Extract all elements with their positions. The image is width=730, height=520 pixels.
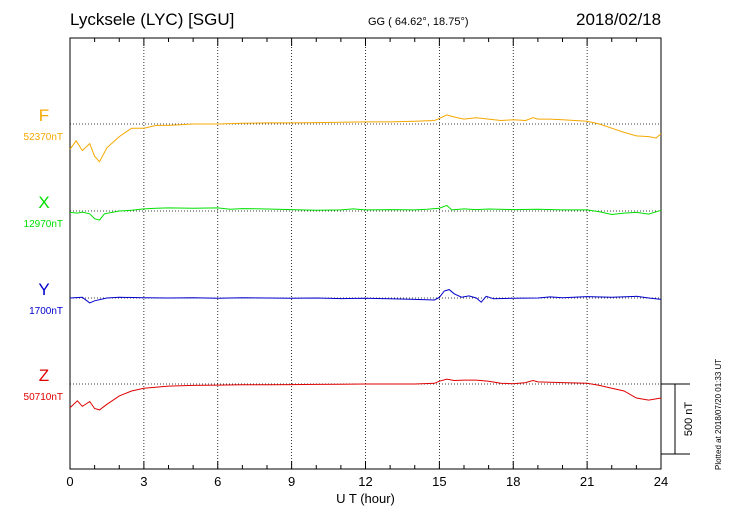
series-line-z bbox=[69, 378, 662, 411]
x-tick-label: 0 bbox=[66, 474, 73, 489]
series-name-x: X bbox=[38, 193, 49, 212]
series-name-z: Z bbox=[39, 366, 49, 385]
x-tick-label: 24 bbox=[654, 474, 668, 489]
x-tick-label: 9 bbox=[288, 474, 295, 489]
series-name-f: F bbox=[39, 106, 49, 125]
series-baseline-label-y: 1700nT bbox=[29, 306, 63, 317]
x-tick-label: 18 bbox=[506, 474, 520, 489]
geographic-coordinates: GG ( 64.62°, 18.75°) bbox=[368, 16, 469, 28]
series-baseline-label-z: 50710nT bbox=[24, 392, 63, 403]
series-baseline-label-x: 12970nT bbox=[24, 219, 63, 230]
station-title: Lycksele (LYC) [SGU] bbox=[70, 10, 235, 29]
x-tick-label: 12 bbox=[358, 474, 372, 489]
series-line-y bbox=[69, 289, 662, 304]
plot-date: 2018/02/18 bbox=[576, 10, 662, 29]
series-baseline-label-f: 52370nT bbox=[24, 132, 63, 143]
x-axis-label: U T (hour) bbox=[336, 491, 395, 506]
scale-bar-label: 500 nT bbox=[683, 402, 695, 437]
series-line-x bbox=[69, 204, 662, 221]
x-tick-label: 15 bbox=[432, 474, 446, 489]
x-tick-label: 6 bbox=[214, 474, 221, 489]
x-tick-label: 3 bbox=[140, 474, 147, 489]
series-name-y: Y bbox=[38, 280, 49, 299]
x-tick-label: 21 bbox=[580, 474, 594, 489]
series-line-f bbox=[69, 114, 662, 163]
